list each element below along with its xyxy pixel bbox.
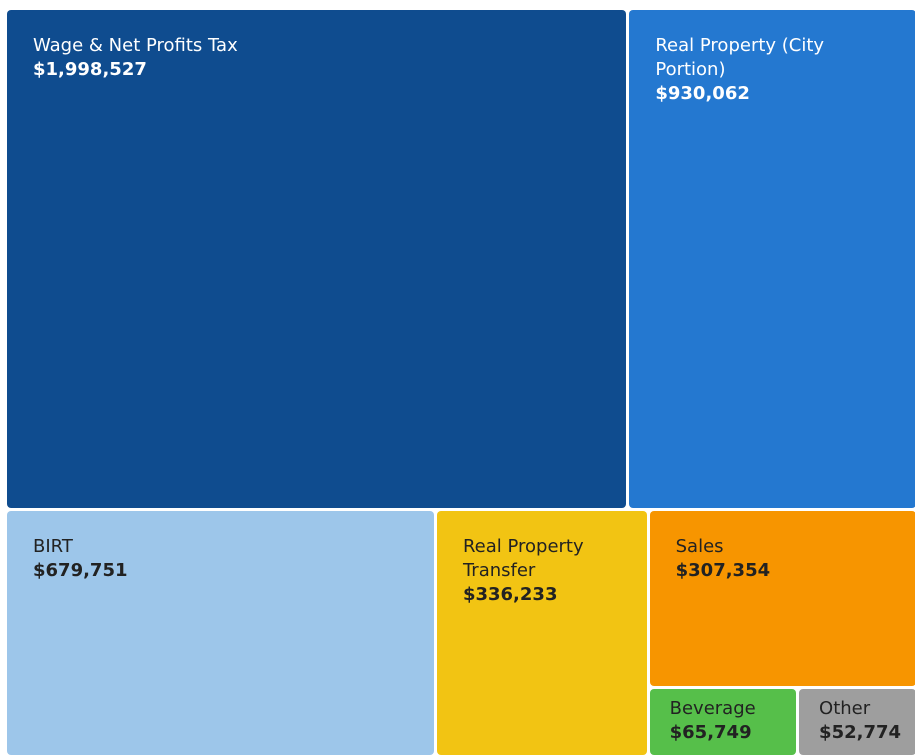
tile-label: Beverage [669, 698, 756, 720]
tile: Sales $307,354 [649, 511, 915, 687]
tile: Other $52,774 [799, 689, 915, 755]
tile-label: Sales [675, 536, 724, 558]
tile: BIRT $679,751 [7, 511, 434, 755]
tile-label: Real Property (City Portion) [655, 35, 825, 80]
tile-label: BIRT [33, 536, 73, 558]
tile-value: $65,749 [669, 722, 752, 744]
tile: Real Property (City Portion) $930,062 [629, 10, 915, 509]
tile-value: $336,233 [462, 584, 558, 606]
tile-value: $307,354 [675, 560, 771, 582]
tile: Wage & Net Profits Tax $1,998,527 [7, 10, 627, 509]
tile-label: Other [819, 698, 871, 720]
tile-label: Wage & Net Profits Tax [33, 35, 238, 56]
tile-value: $930,062 [655, 83, 750, 104]
tile: Real Property Transfer $336,233 [436, 511, 647, 755]
tile-label: Real Property Transfer [462, 536, 584, 582]
tile-value: $52,774 [819, 722, 902, 744]
tile-value: $1,998,527 [33, 59, 147, 80]
tile: Beverage $65,749 [649, 689, 797, 755]
tile-value: $679,751 [33, 560, 128, 582]
